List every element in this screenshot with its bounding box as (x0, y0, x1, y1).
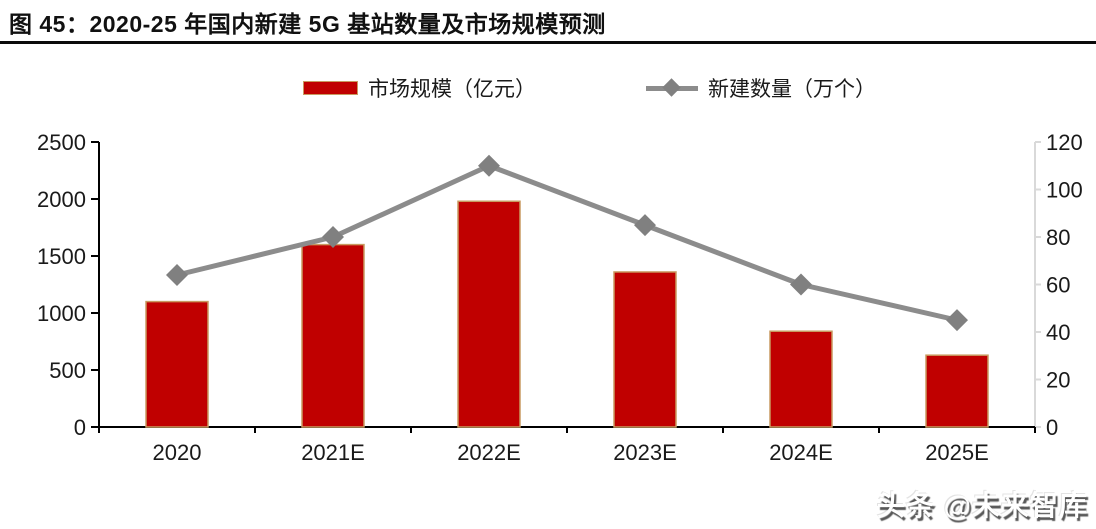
line-series (174, 163, 960, 323)
legend-label-new-count: 新建数量（万个） (708, 78, 876, 101)
x-category-label: 2023E (613, 440, 677, 465)
legend-label-market-scale: 市场规模（亿元） (368, 78, 536, 101)
diamond-marker-2020 (166, 264, 188, 286)
diamond-marker-2022E (478, 154, 500, 177)
diamond-marker-2024E (790, 273, 812, 296)
diamond-marker-2025E (946, 309, 968, 332)
legend-item-market-scale: 市场规模（亿元） (303, 76, 536, 101)
right-axis-tick-label: 40 (1046, 320, 1070, 345)
legend-bar-swatch (303, 81, 358, 95)
left-axis-tick-label: 500 (49, 358, 86, 383)
x-category-label: 2020 (153, 440, 202, 465)
bar-2023E (613, 271, 677, 428)
bar-2024E (769, 330, 833, 428)
diamond-marker-2021E (322, 226, 344, 248)
left-axis-tick-label: 0 (74, 415, 86, 440)
bar-2021E (301, 243, 365, 428)
right-axis-tick-label: 0 (1046, 415, 1058, 440)
right-axis-tick-label: 60 (1046, 273, 1070, 298)
bar-2025E (925, 354, 989, 428)
title-separator-line (0, 41, 1096, 44)
x-category-label: 2024E (769, 440, 833, 465)
x-category-label: 2022E (457, 440, 521, 465)
x-category-label: 2025E (925, 440, 989, 465)
left-axis-tick-label: 2500 (37, 130, 86, 155)
chart-title: 图 45：2020-25 年国内新建 5G 基站数量及市场规模预测 (9, 11, 606, 37)
diamond-marker-2023E (634, 214, 656, 237)
right-axis-tick-label: 80 (1046, 225, 1070, 250)
x-category-label: 2021E (301, 440, 365, 465)
watermark: 头条 @未来智库 (876, 490, 1088, 521)
right-axis-tick-label: 20 (1046, 368, 1070, 393)
left-axis-tick-label: 1500 (37, 244, 86, 269)
legend-item-new-count: 新建数量（万个） (646, 76, 876, 101)
bar-2020 (145, 300, 209, 428)
right-axis-tick-label: 120 (1046, 130, 1083, 155)
bar-2022E (457, 200, 521, 428)
left-axis-tick-label: 2000 (37, 187, 86, 212)
right-axis-tick-label: 100 (1046, 178, 1083, 203)
left-axis-tick-label: 1000 (37, 301, 86, 326)
legend-line-swatch (646, 78, 698, 97)
